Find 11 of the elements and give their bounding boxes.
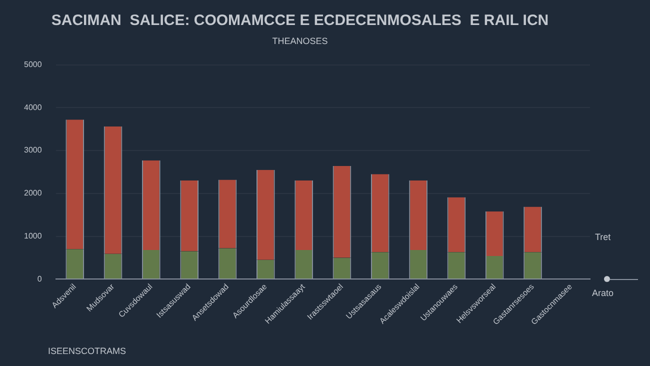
y-tick-label: 4000 [24,102,42,112]
y-tick-label: 1000 [24,231,42,240]
y-tick-label: 2000 [24,188,42,198]
chart-subtitle: THEANOSES [272,36,328,46]
y-tick-label: 5000 [24,60,42,70]
text: Arato [592,288,614,298]
chart-title: SACIMAN SALICE: COOMAMCCE E ECDECENMOSALES E RAIL ICN [51,12,549,30]
text: ISEENSCOTRAMS [48,346,126,356]
y-tick-label: 0 [37,274,42,284]
text: Tret [595,232,611,242]
y-tick-label: 3000 [24,146,42,155]
